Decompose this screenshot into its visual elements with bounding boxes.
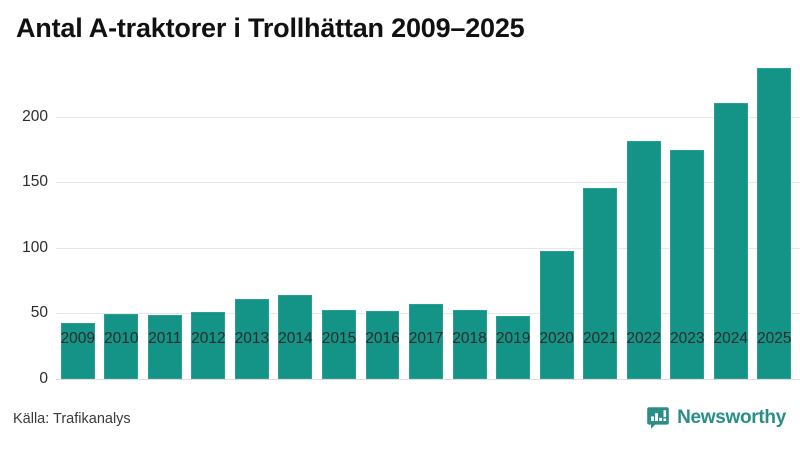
- bar[interactable]: [670, 149, 705, 379]
- bar-slot: [753, 58, 797, 379]
- bar[interactable]: [147, 314, 182, 379]
- x-axis-tick-label: 2023: [669, 330, 705, 347]
- y-axis-tick-label: 50: [30, 304, 48, 322]
- bar[interactable]: [626, 140, 661, 379]
- bar[interactable]: [104, 313, 139, 379]
- bar[interactable]: [539, 250, 574, 379]
- bar-slot: [491, 58, 535, 379]
- bar-series: [56, 58, 796, 379]
- plot-area: 0 50 100 150 200: [0, 58, 800, 388]
- bar-slot: [274, 58, 318, 379]
- bar-slot: [100, 58, 144, 379]
- x-axis-tick-label: 2011: [148, 330, 182, 347]
- newsworthy-wordmark: Newsworthy: [677, 407, 786, 428]
- x-axis-tick-label: 2013: [234, 330, 270, 347]
- bar-slot: [622, 58, 666, 379]
- x-axis-tick-label: 2015: [321, 330, 357, 347]
- bar[interactable]: [191, 312, 226, 379]
- bar-slot: [665, 58, 709, 379]
- chart-title: Antal A-traktorer i Trollhättan 2009–202…: [16, 13, 525, 43]
- x-axis-tick-label: 2021: [582, 330, 618, 347]
- bar[interactable]: [321, 309, 356, 379]
- axis-baseline: [56, 379, 800, 380]
- y-axis: 0 50 100 150 200: [0, 58, 56, 387]
- bar[interactable]: [234, 299, 269, 379]
- bar-chart-alert-icon: [646, 406, 670, 430]
- newsworthy-logo[interactable]: Newsworthy: [646, 406, 786, 430]
- x-axis-tick-label: 2025: [757, 330, 792, 347]
- y-axis-tick-label: 200: [22, 107, 48, 125]
- y-axis-tick-label: 0: [39, 370, 48, 387]
- x-axis-tick-label: 2009: [60, 330, 95, 347]
- bar[interactable]: [452, 309, 487, 379]
- bar-slot: [187, 58, 231, 379]
- bar[interactable]: [713, 102, 748, 379]
- bar-slot: [535, 58, 579, 379]
- x-axis-tick-label: 2012: [191, 330, 226, 347]
- bar-slot: [448, 58, 492, 379]
- bar[interactable]: [365, 310, 400, 379]
- source-note: Källa: Trafikanalys: [13, 411, 131, 427]
- bar-slot: [361, 58, 405, 379]
- bar-slot: [709, 58, 753, 379]
- gridline: [56, 247, 800, 249]
- bar[interactable]: [278, 295, 313, 379]
- bar[interactable]: [583, 187, 618, 379]
- x-axis-tick-label: 2022: [626, 330, 661, 347]
- bar-slot: [56, 58, 100, 379]
- x-axis-tick-label: 2024: [713, 330, 748, 347]
- bar-slot: [230, 58, 274, 379]
- gridline: [56, 116, 800, 118]
- x-axis-tick-label: 2019: [495, 330, 531, 347]
- bar-slot: [578, 58, 622, 379]
- chart-footer: Källa: Trafikanalys Newsworthy: [0, 402, 800, 450]
- x-axis: 2009 2010 2011 2012 2013 2014 2015 2016 2017 2018…: [56, 330, 796, 348]
- y-axis-tick-label: 150: [22, 173, 48, 191]
- bar[interactable]: [757, 68, 792, 379]
- x-axis-tick-label: 2014: [278, 330, 313, 347]
- y-axis-tick-label: 100: [22, 238, 48, 256]
- bar[interactable]: [409, 304, 443, 379]
- bar[interactable]: [496, 316, 531, 379]
- gridline: [56, 182, 800, 184]
- bar-slot: [143, 58, 187, 379]
- bar[interactable]: [60, 322, 95, 379]
- x-axis-tick-label: 2020: [539, 330, 574, 347]
- bar-slot: [317, 58, 361, 379]
- bar-slot: [404, 58, 448, 379]
- x-axis-tick-label: 2016: [365, 330, 400, 347]
- x-axis-tick-label: 2018: [452, 330, 487, 347]
- x-axis-tick-label: 2010: [104, 330, 139, 347]
- x-axis-tick-label: 2017: [408, 330, 444, 347]
